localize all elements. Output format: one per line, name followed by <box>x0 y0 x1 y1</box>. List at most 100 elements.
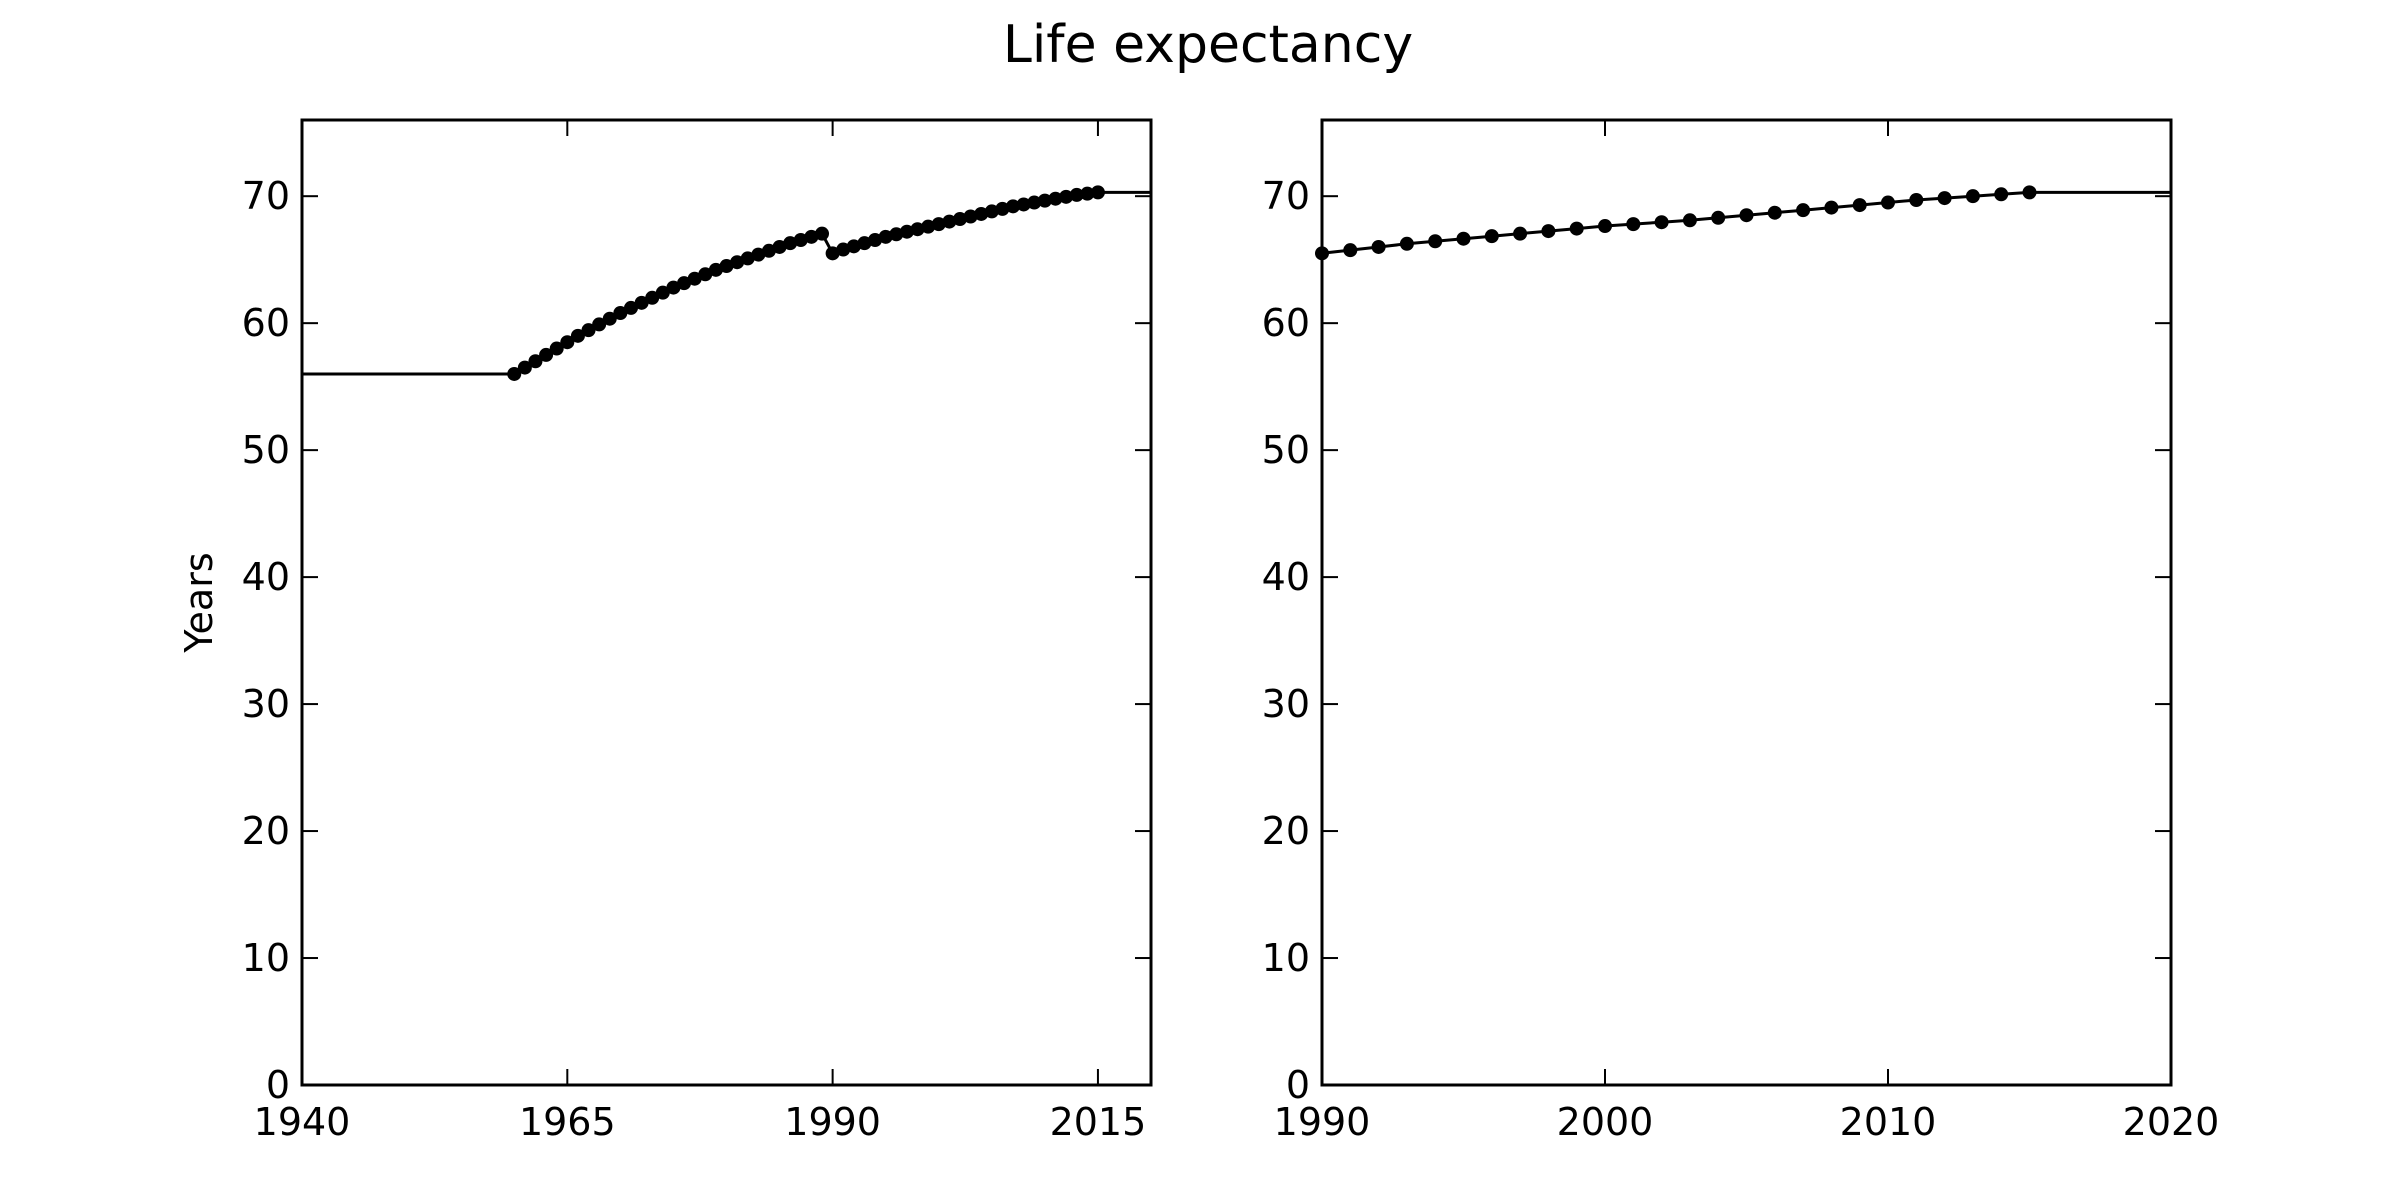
data-point <box>1428 234 1443 249</box>
series-line <box>513 190 1099 376</box>
data-point <box>857 236 872 251</box>
data-point <box>613 306 628 320</box>
y-tick-label: 30 <box>242 682 290 726</box>
data-point <box>1456 231 1471 246</box>
data-point <box>645 290 660 305</box>
y-tick-label: 20 <box>1262 809 1310 853</box>
right-panel-chart: 0 10 20 30 40 50 60 70 1990 2000 2010 2020 <box>1262 118 2219 1144</box>
data-point <box>804 229 819 244</box>
y-tick-label: 40 <box>1262 555 1310 599</box>
left-panel-chart: 0 10 20 30 40 50 60 70 1940 1965 1990 2015 Years <box>177 118 1153 1144</box>
data-point <box>1399 236 1414 251</box>
data-point <box>815 226 830 241</box>
data-point <box>1796 203 1811 218</box>
plot-frame <box>1320 118 2173 1087</box>
x-tick-label: 2010 <box>1840 1100 1937 1144</box>
data-point <box>1006 199 1021 214</box>
data-point <box>1824 200 1839 215</box>
data-point <box>634 295 649 310</box>
data-point <box>1598 219 1612 234</box>
x-tick-label: 1990 <box>1274 1100 1371 1144</box>
data-point <box>846 239 861 254</box>
data-point <box>1965 189 1980 204</box>
y-tick-label: 20 <box>242 809 290 853</box>
data-point <box>836 242 851 257</box>
data-point <box>1937 191 1952 206</box>
data-point <box>1484 229 1499 244</box>
data-point <box>655 285 670 300</box>
data-point <box>921 219 936 234</box>
data-point <box>581 323 596 338</box>
data-point <box>984 204 999 219</box>
data-point <box>1059 189 1074 204</box>
y-tick-label: 10 <box>1262 936 1310 980</box>
data-point <box>1027 195 1042 210</box>
data-point <box>910 222 925 237</box>
plot-frame <box>300 118 1153 1087</box>
data-point <box>1682 213 1697 228</box>
data-point <box>1343 243 1358 258</box>
data-point <box>730 255 745 270</box>
data-point <box>740 251 755 266</box>
data-point <box>570 328 585 343</box>
data-point <box>1016 197 1031 212</box>
data-point <box>1090 185 1105 200</box>
data-point <box>708 262 723 277</box>
y-tick-label: 50 <box>1262 428 1310 472</box>
data-point <box>931 217 946 232</box>
y-tick-label: 70 <box>242 174 290 218</box>
data-point <box>539 347 554 362</box>
data-point <box>560 335 575 350</box>
data-point <box>1739 208 1754 223</box>
data-point <box>783 236 798 251</box>
data-point <box>1569 221 1584 236</box>
data-point <box>1080 186 1095 201</box>
data-point <box>825 246 840 261</box>
y-tick-label: 60 <box>242 301 290 345</box>
y-tick-label: 60 <box>1262 301 1310 345</box>
x-tick-label: 2015 <box>1050 1100 1147 1144</box>
data-point <box>1037 193 1052 208</box>
data-point <box>623 300 638 315</box>
data-point <box>761 243 776 258</box>
series-line <box>1321 190 2030 255</box>
y-tick-label: 10 <box>242 936 290 980</box>
data-point <box>687 271 702 286</box>
y-tick-label: 70 <box>1262 174 1310 218</box>
data-point <box>751 247 766 262</box>
data-point <box>2022 185 2037 200</box>
data-point <box>719 259 734 274</box>
data-point <box>952 212 967 227</box>
y-tick-label: 40 <box>242 555 290 599</box>
data-point <box>974 206 989 221</box>
data-point <box>963 209 978 224</box>
x-tick-label: 1990 <box>784 1100 881 1144</box>
data-point <box>698 267 713 282</box>
data-point <box>1541 224 1556 239</box>
data-point <box>868 232 883 247</box>
data-point <box>1513 226 1528 241</box>
data-point <box>549 341 564 356</box>
data-point <box>528 354 543 369</box>
data-point <box>1881 195 1895 210</box>
data-point <box>1711 210 1726 225</box>
y-tick-label: 0 <box>1286 1063 1310 1107</box>
data-point <box>889 227 904 242</box>
data-point <box>772 239 787 254</box>
data-point <box>602 311 617 326</box>
data-point <box>517 360 532 375</box>
data-point <box>878 229 893 244</box>
x-tick-label: 1965 <box>519 1100 616 1144</box>
y-tick-label: 0 <box>266 1063 290 1107</box>
data-point <box>995 201 1010 216</box>
data-point <box>1048 191 1063 206</box>
data-point <box>592 317 607 332</box>
data-point <box>1994 187 2009 202</box>
data-point <box>899 224 914 239</box>
data-point <box>1654 215 1669 230</box>
data-point <box>1371 239 1386 254</box>
y-tick-label: 30 <box>1262 682 1310 726</box>
y-tick-label: 50 <box>242 428 290 472</box>
x-tick-label: 2000 <box>1557 1100 1654 1144</box>
